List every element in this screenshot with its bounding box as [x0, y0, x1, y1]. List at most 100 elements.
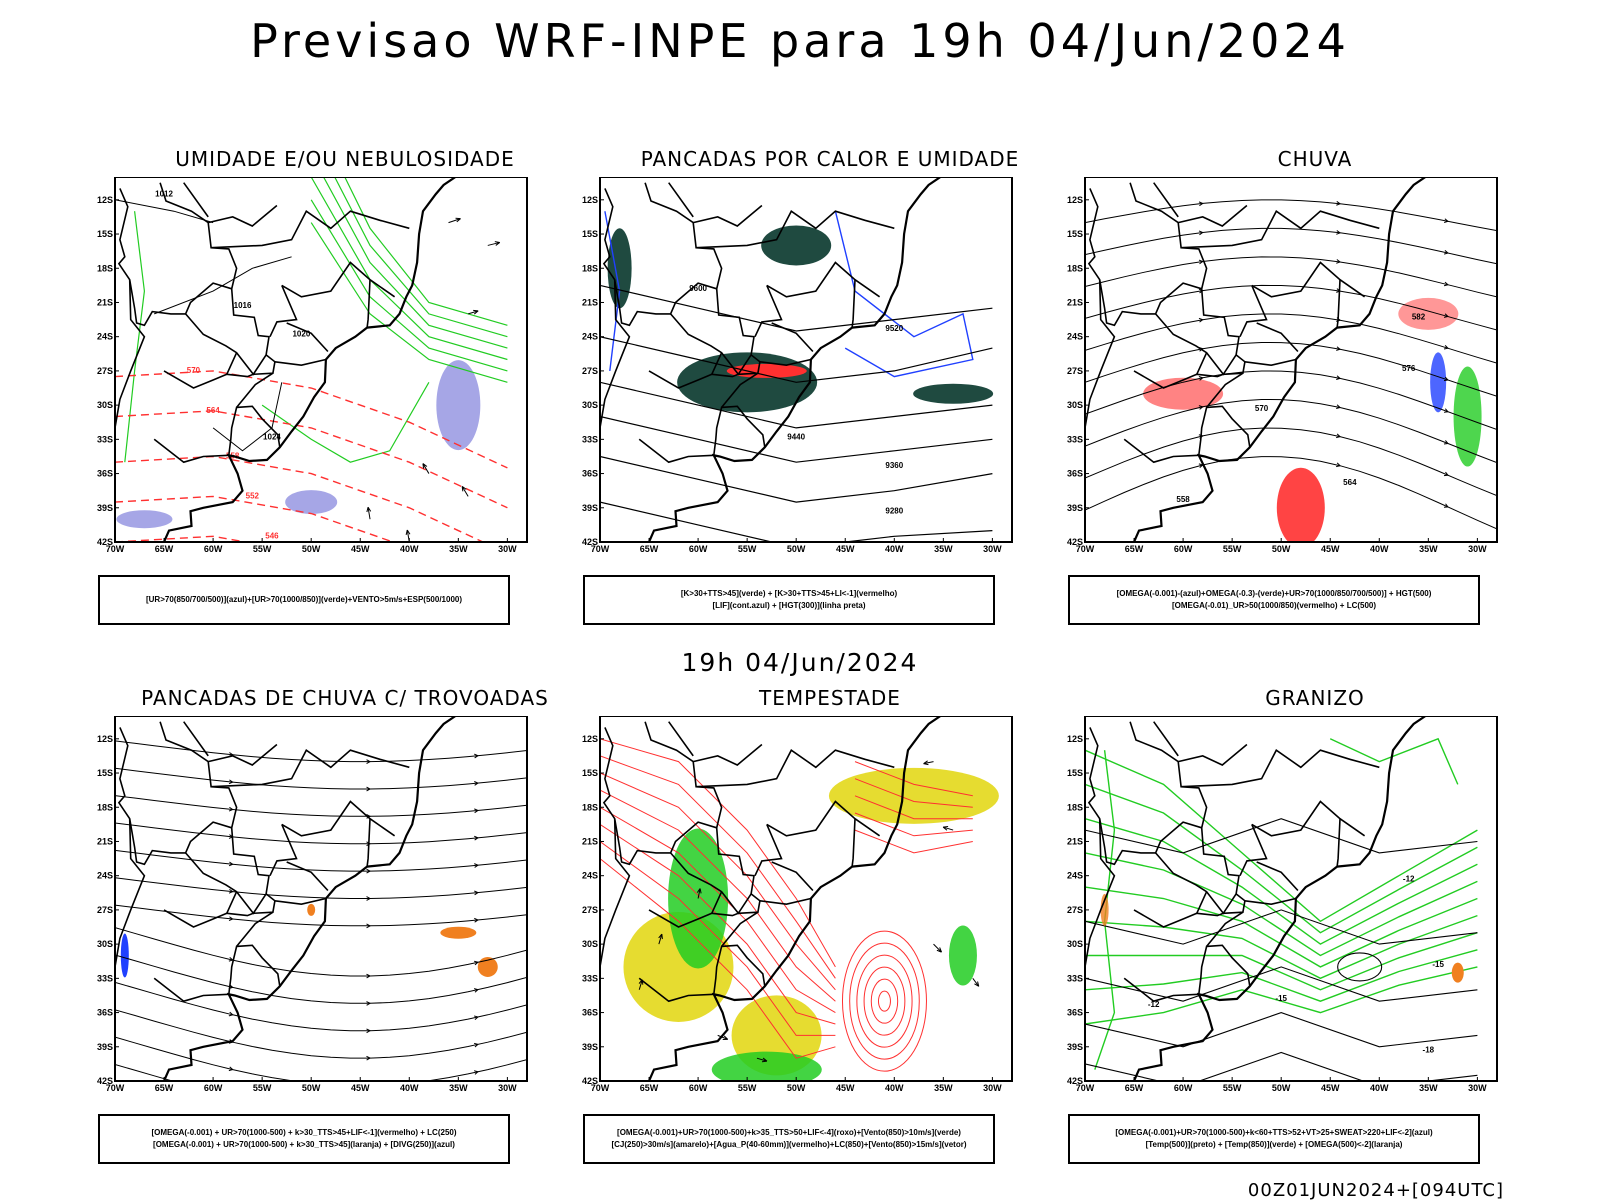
streamline-red [841, 930, 927, 1072]
lon-tick-label: 55W [738, 1083, 757, 1093]
lon-tick-label: 55W [738, 544, 757, 554]
thickness-red-dashed [115, 370, 508, 469]
country-border [1154, 288, 1240, 376]
streamline [1085, 398, 1497, 464]
streamline-arrow [228, 779, 234, 785]
wind-vector-head [696, 888, 702, 894]
thickness-red-dashed [115, 410, 508, 509]
streamline-arrow [1198, 259, 1204, 265]
country-border [1181, 210, 1380, 249]
lon-tick-label: 70W [591, 544, 610, 554]
country-border [117, 182, 238, 327]
hgt-300-line [600, 415, 993, 463]
humidity-blue-area [436, 360, 481, 451]
country-border [696, 210, 895, 249]
streamline-arrow [1443, 376, 1449, 382]
country-border [1133, 370, 1198, 389]
hgt-300-line [600, 284, 993, 332]
map-umidade: 570564558552546101210161020102412S15S18S… [97, 177, 528, 554]
rain-red-area [1143, 377, 1224, 410]
streamline [1085, 313, 1497, 364]
lon-tick-label: 70W [1076, 544, 1095, 554]
lat-tick-label: 18S [97, 802, 113, 812]
lon-tick-label: 45W [1321, 1083, 1340, 1093]
isobar-label: 1024 [263, 432, 281, 441]
panel-umidade: UMIDADE E/OU NEBULOSIDADE 570 564 558 552 54… [95, 147, 595, 627]
hgt-label: 9440 [787, 432, 805, 441]
lon-tick-label: 40W [1370, 1083, 1389, 1093]
country-border [366, 279, 371, 328]
legend-box: [OMEGA(-0.001)+UR>70(1000-500)+k<60+TTS>… [1068, 1114, 1480, 1164]
country-border [153, 977, 229, 1003]
streamline-red [600, 841, 836, 1036]
country-border [1195, 352, 1246, 378]
legend-box: [OMEGA(-0.001)-(azul)+OMEGA(-0.3)-(verde… [1068, 575, 1480, 625]
streamline-arrow [228, 861, 234, 867]
streamline-arrow [474, 863, 479, 868]
lat-tick-label: 15S [1067, 229, 1083, 239]
streamline [115, 927, 527, 977]
lon-tick-label: 40W [885, 544, 904, 554]
jet-yellow-area [828, 767, 999, 824]
temp-850-contour [1085, 749, 1478, 923]
streamline-red [856, 954, 913, 1048]
streamline-red [854, 812, 973, 837]
humidity-green-contour [124, 211, 146, 463]
country-border [1085, 279, 1116, 438]
streamline-red [600, 823, 836, 1025]
streamline-arrow [1336, 375, 1342, 380]
lat-tick-label: 36S [582, 1008, 598, 1018]
streamline-red [877, 990, 891, 1012]
country-border [696, 749, 895, 788]
humidity-blue-area [116, 510, 173, 529]
lat-tick-label: 24S [97, 871, 113, 881]
streamline-arrow [228, 916, 234, 922]
country-border [153, 438, 229, 464]
lon-tick-label: 40W [885, 1083, 904, 1093]
panel-title: TEMPESTADE [759, 686, 901, 710]
country-border [851, 818, 856, 867]
atlantic-coastline [1132, 177, 1428, 542]
streamline-arrow [474, 835, 479, 841]
country-border [1205, 372, 1244, 408]
lat-tick-label: 15S [1067, 768, 1083, 778]
thunder-orange-area [477, 956, 498, 977]
lon-tick-label: 30W [983, 1083, 1002, 1093]
streamline-arrow [1198, 376, 1204, 381]
hgt-label: 9360 [885, 461, 903, 470]
streamline-red [854, 829, 973, 854]
country-border [117, 721, 238, 866]
lat-tick-label: 39S [97, 1042, 113, 1052]
lat-tick-label: 24S [1067, 332, 1083, 342]
country-border [281, 261, 396, 298]
isobar-label: 1016 [234, 301, 252, 310]
lon-tick-label: 60W [1174, 544, 1193, 554]
country-border [1153, 721, 1179, 757]
temp-850-contour [1085, 932, 1478, 991]
streamline-arrow [1198, 288, 1204, 294]
hgt-label: 564 [1343, 478, 1357, 487]
streamline-arrow [228, 806, 234, 812]
streamline-arrow [474, 808, 479, 814]
map-layers [115, 716, 527, 1081]
lat-tick-label: 12S [97, 734, 113, 744]
humidity-green-contour [322, 177, 508, 349]
lat-tick-label: 18S [1067, 263, 1083, 273]
lat-tick-label: 36S [582, 469, 598, 479]
country-border [115, 818, 146, 977]
legend-line: [OMEGA(-0.001)-(azul)+OMEGA(-0.3)-(verde… [1116, 589, 1432, 598]
lat-tick-label: 18S [582, 802, 598, 812]
lon-tick-label: 50W [787, 1083, 806, 1093]
lat-tick-label: 12S [1067, 734, 1083, 744]
temp-500-contour [1085, 909, 1478, 945]
lon-tick-label: 50W [787, 544, 806, 554]
country-border [269, 285, 298, 338]
country-border [669, 827, 755, 915]
country-border [638, 438, 714, 464]
legend-line: [Temp(500)](preto) + [Temp(850)](verde) … [1145, 1140, 1403, 1149]
lat-tick-label: 24S [97, 332, 113, 342]
lat-tick-label: 15S [97, 229, 113, 239]
country-border [235, 911, 274, 947]
lat-tick-label: 42S [582, 1076, 598, 1086]
lat-tick-label: 33S [1067, 434, 1083, 444]
